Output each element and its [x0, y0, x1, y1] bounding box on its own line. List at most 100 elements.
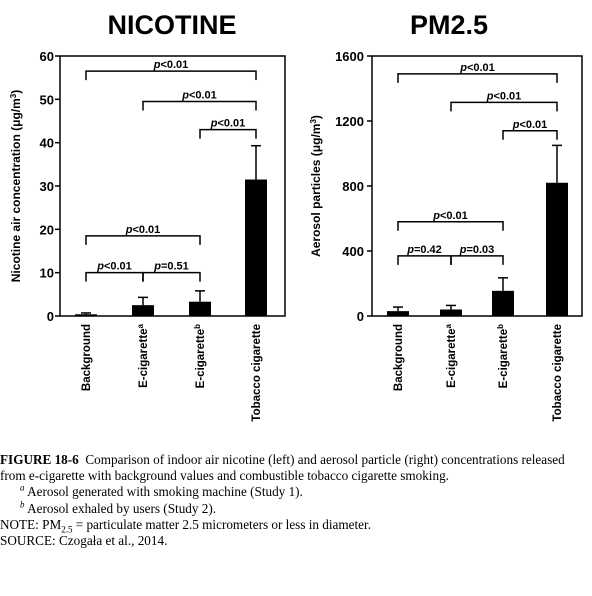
- source-text: SOURCE: Czogała et al., 2014.: [0, 533, 168, 549]
- bar: [75, 314, 97, 316]
- significance-bracket: [397, 221, 504, 231]
- p-symbol: p: [153, 261, 161, 273]
- p-value-label: p<0.01: [459, 62, 495, 74]
- bar: [440, 309, 462, 316]
- y-axis-label-sup: 3: [9, 93, 18, 98]
- y-tick-label: 1200: [335, 114, 364, 129]
- p-value-label: p<0.01: [181, 90, 217, 102]
- y-tick-label: 10: [40, 266, 54, 281]
- bar: [546, 182, 568, 316]
- significance-bracket: [142, 271, 201, 282]
- p-value: <0.01: [189, 90, 217, 102]
- significance-bracket: [85, 235, 201, 245]
- significance-bracket: [450, 101, 558, 112]
- p-value-label: p<0.01: [153, 59, 189, 71]
- x-category-text: E-cigarette: [195, 329, 207, 388]
- x-category-sup: a: [444, 323, 453, 328]
- nicotine-chart: NICOTINE Nicotine air concentration (μg/m…: [9, 10, 286, 422]
- bar: [245, 179, 267, 316]
- x-category-text: E-cigarette: [446, 328, 458, 387]
- y-axis-label: Aerosol particles (μg/m3): [309, 115, 324, 257]
- x-category-label: Tobacco cigarette: [251, 324, 263, 422]
- p-symbol: p: [459, 62, 467, 74]
- note-prefix: NOTE: PM: [0, 516, 62, 532]
- p-value-label: p=0.51: [153, 261, 189, 273]
- p-symbol: p: [512, 119, 520, 131]
- p-value: <0.01: [493, 90, 521, 102]
- pm25-chart: PM2.5 Aerosol particles (μg/m3) 0 400 800 120…: [309, 10, 583, 422]
- p-value-label: p=0.03: [459, 244, 495, 256]
- footnote-a-text: Aerosol generated with smoking machine (…: [27, 484, 303, 500]
- y-tick-label: 1600: [335, 49, 364, 64]
- p-value-label: p<0.01: [210, 118, 246, 130]
- y-axis-label-text: Nicotine air concentration (μg/m: [9, 98, 23, 282]
- footnote-b: b Aerosol exhaled by users (Study 2).: [0, 500, 592, 517]
- footnote-a: a Aerosol generated with smoking machine…: [0, 484, 592, 500]
- significance-bracket: [397, 73, 558, 83]
- x-category-text: E-cigarette: [498, 329, 510, 388]
- y-tick-label: 400: [342, 244, 364, 259]
- caption-main: FIGURE 18-6 Comparison of indoor air nic…: [0, 452, 592, 484]
- x-category-label: E-cigaretteb: [193, 324, 208, 388]
- x-category-text: Tobacco cigarette: [552, 324, 564, 422]
- figure-charts: NICOTINE Nicotine air concentration (μg/m…: [9, 10, 583, 422]
- p-value-label: p=0.42: [406, 244, 442, 256]
- significance-bracket: [85, 271, 144, 282]
- significance-bracket: [450, 255, 504, 265]
- x-category-label: E-cigaretteb: [496, 324, 511, 388]
- bar: [132, 305, 154, 316]
- p-symbol: p: [432, 210, 440, 222]
- p-symbol: p: [210, 118, 218, 130]
- footnote-a-mark: a: [20, 483, 25, 494]
- x-category-label: Background: [393, 324, 405, 391]
- bar: [189, 301, 211, 316]
- p-symbol: p: [96, 261, 104, 273]
- y-tick-label: 800: [342, 179, 364, 194]
- x-category-label: Tobacco cigarette: [552, 324, 564, 422]
- note-subscript: 2.5: [61, 524, 73, 535]
- significance-bracket: [397, 255, 452, 265]
- x-category-text: Tobacco cigarette: [251, 324, 263, 422]
- p-value: <0.01: [104, 261, 132, 273]
- significance-bracket: [199, 128, 257, 139]
- figure-label: FIGURE 18-6: [0, 452, 79, 467]
- p-value-label: p<0.01: [125, 224, 161, 236]
- p-value: =0.51: [161, 261, 189, 273]
- figure-caption: FIGURE 18-6 Comparison of indoor air nic…: [0, 452, 592, 549]
- significance-bracket: [142, 100, 257, 111]
- bar: [492, 290, 514, 316]
- y-tick-label: 60: [40, 49, 54, 64]
- p-symbol: p: [486, 90, 494, 102]
- x-category-text: E-cigarette: [138, 328, 150, 387]
- note-suffix: = particulate matter 2.5 micrometers or …: [75, 516, 371, 532]
- y-tick-label: 40: [40, 136, 54, 151]
- p-value-label: p<0.01: [432, 210, 468, 222]
- y-axis-label-close: ): [9, 90, 23, 94]
- y-tick-label: 0: [47, 309, 54, 324]
- x-category-text: Background: [81, 324, 93, 391]
- p-symbol: p: [181, 90, 189, 102]
- y-tick-label: 0: [357, 309, 364, 324]
- x-category-sup: a: [136, 323, 145, 328]
- p-symbol: p: [459, 244, 467, 256]
- p-symbol: p: [153, 59, 161, 71]
- x-category-label: Background: [81, 324, 93, 391]
- p-value: <0.01: [160, 59, 188, 71]
- x-category-sup: b: [193, 324, 202, 329]
- chart-title: NICOTINE: [107, 10, 236, 40]
- caption-text: Comparison of indoor air nicotine (left)…: [0, 452, 565, 484]
- chart-title: PM2.5: [410, 10, 488, 40]
- significance-bracket: [85, 70, 257, 81]
- p-value: =0.42: [414, 244, 442, 256]
- p-value: =0.03: [466, 244, 494, 256]
- x-category-label: E-cigarettea: [444, 323, 459, 387]
- significance-bracket: [502, 130, 558, 140]
- y-axis-label: Nicotine air concentration (μg/m3): [9, 90, 24, 282]
- p-value-label: p<0.01: [96, 261, 132, 273]
- p-value-label: p<0.01: [486, 90, 522, 102]
- p-value: <0.01: [217, 118, 245, 130]
- y-tick-label: 30: [40, 179, 54, 194]
- p-value: <0.01: [467, 62, 495, 74]
- x-category-sup: b: [496, 324, 505, 329]
- y-axis-label-sup: 3: [309, 119, 318, 124]
